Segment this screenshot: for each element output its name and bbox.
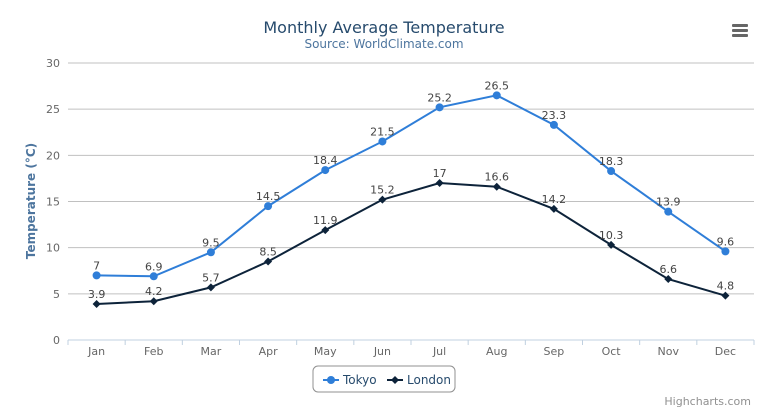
data-point-tokyo [549, 120, 558, 129]
credits-link[interactable]: Highcharts.com [664, 395, 751, 408]
data-label-tokyo: 18.4 [313, 154, 338, 167]
y-tick-label: 10 [46, 242, 60, 255]
data-label-tokyo: 9.5 [202, 236, 220, 249]
data-label-london: 11.9 [313, 214, 338, 227]
y-tick-label: 15 [46, 196, 60, 209]
data-label-london: 6.6 [660, 263, 678, 276]
y-tick-label: 5 [53, 288, 60, 301]
data-label-tokyo: 25.2 [427, 91, 452, 104]
data-label-london: 5.7 [202, 271, 220, 284]
data-label-london: 15.2 [370, 184, 395, 197]
data-label-london: 8.5 [259, 246, 277, 259]
data-label-tokyo: 7 [93, 259, 100, 272]
legend-label-tokyo: Tokyo [342, 373, 377, 387]
x-tick-label: Sep [544, 345, 565, 358]
data-point-tokyo [492, 91, 501, 100]
data-point-london [492, 182, 501, 191]
data-label-tokyo: 18.3 [599, 155, 624, 168]
data-label-london: 14.2 [542, 193, 567, 206]
y-tick-label: 30 [46, 57, 60, 70]
data-label-london: 17 [433, 167, 447, 180]
data-label-tokyo: 26.5 [485, 79, 510, 92]
data-point-london [721, 291, 730, 300]
x-tick-label: Jan [87, 345, 105, 358]
x-tick-label: Jul [432, 345, 446, 358]
x-tick-label: Aug [486, 345, 507, 358]
data-point-tokyo [721, 247, 730, 256]
data-point-london [264, 257, 273, 266]
data-label-london: 3.9 [88, 288, 106, 301]
legend-item-london[interactable]: London [387, 373, 451, 387]
y-tick-label: 25 [46, 103, 60, 116]
series-line-london [96, 182, 726, 305]
x-tick-label: Dec [715, 345, 736, 358]
y-axis-title: Temperature (°C) [24, 143, 38, 259]
x-tick-label: Apr [259, 345, 279, 358]
x-tick-label: Feb [144, 345, 163, 358]
data-label-london: 4.2 [145, 285, 163, 298]
y-tick-label: 20 [46, 149, 60, 162]
data-label-tokyo: 23.3 [542, 109, 567, 122]
data-label-london: 16.6 [485, 171, 510, 184]
data-label-tokyo: 21.5 [370, 125, 395, 138]
data-label-tokyo: 14.5 [256, 190, 281, 203]
hamburger-menu-icon[interactable] [732, 24, 748, 37]
data-point-tokyo [149, 272, 158, 281]
data-point-london [607, 240, 616, 249]
x-tick-label: Nov [658, 345, 680, 358]
y-tick-label: 0 [53, 334, 60, 347]
data-point-london [206, 283, 215, 292]
data-point-tokyo [206, 248, 215, 257]
x-tick-label: May [314, 345, 337, 358]
legend: Tokyo London [312, 365, 456, 393]
x-tick-label: Mar [201, 345, 222, 358]
data-point-tokyo [664, 207, 673, 216]
data-point-tokyo [92, 271, 101, 280]
data-label-tokyo: 9.6 [717, 235, 735, 248]
data-point-tokyo [435, 103, 444, 112]
data-label-tokyo: 6.9 [145, 260, 163, 273]
data-label-london: 4.8 [717, 280, 735, 293]
data-label-london: 10.3 [599, 229, 624, 242]
data-point-london [664, 275, 673, 284]
data-point-tokyo [264, 202, 273, 211]
x-tick-label: Oct [602, 345, 622, 358]
data-point-tokyo [378, 137, 387, 146]
legend-label-london: London [407, 373, 451, 387]
data-point-london [92, 299, 101, 308]
data-point-london [435, 179, 444, 188]
data-point-london [549, 204, 558, 213]
data-point-tokyo [607, 167, 616, 176]
x-tick-label: Jun [373, 345, 391, 358]
series-line-tokyo [96, 94, 726, 278]
data-point-london [149, 297, 158, 306]
data-point-london [378, 195, 387, 204]
chart-subtitle: Source: WorldClimate.com [304, 37, 463, 51]
chart-title: Monthly Average Temperature [263, 18, 504, 37]
data-label-tokyo: 13.9 [656, 196, 681, 209]
legend-item-tokyo[interactable]: Tokyo [323, 373, 377, 387]
data-point-tokyo [321, 166, 330, 175]
data-point-london [321, 226, 330, 235]
